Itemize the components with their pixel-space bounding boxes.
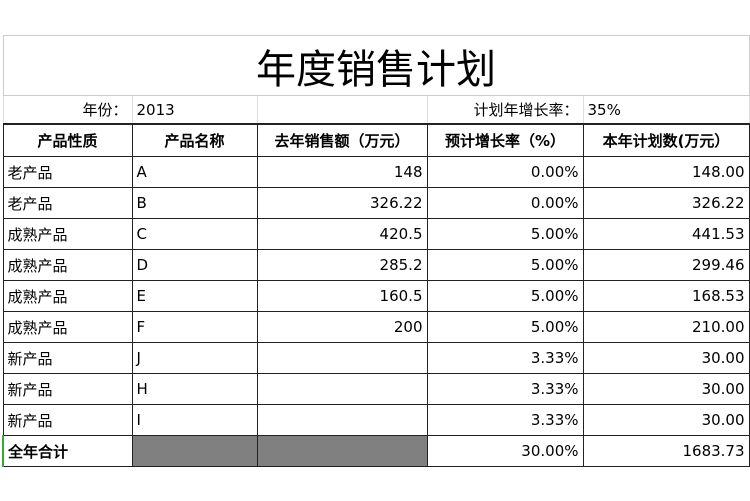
growth-rate-cell[interactable]: 0.00% <box>426 156 584 188</box>
empty-cell[interactable] <box>256 95 428 125</box>
plan-cell[interactable]: 168.53 <box>582 280 750 312</box>
growth-rate-cell[interactable]: 0.00% <box>426 187 584 219</box>
growth-rate-cell[interactable]: 3.33% <box>426 404 584 436</box>
growth-label[interactable]: 计划年增长率： <box>426 95 584 125</box>
header-cell[interactable]: 去年销售额（万元） <box>256 123 428 157</box>
last-year-sales-cell[interactable] <box>256 373 428 405</box>
product-name-cell[interactable]: B <box>131 187 258 219</box>
product-name-cell[interactable]: H <box>131 373 258 405</box>
last-year-sales-cell[interactable]: 148 <box>256 156 428 188</box>
plan-cell[interactable]: 326.22 <box>582 187 750 219</box>
sheet-title[interactable]: 年度销售计划 <box>2 35 750 96</box>
growth-rate-cell[interactable]: 5.00% <box>426 280 584 312</box>
last-year-sales-cell[interactable]: 160.5 <box>256 280 428 312</box>
product-type-cell[interactable]: 老产品 <box>2 156 133 188</box>
header-cell[interactable]: 预计增长率（%） <box>426 123 584 157</box>
last-year-sales-cell[interactable]: 200 <box>256 311 428 343</box>
product-type-cell[interactable]: 新产品 <box>2 342 133 374</box>
product-type-cell[interactable]: 成熟产品 <box>2 218 133 250</box>
product-name-cell[interactable]: J <box>131 342 258 374</box>
product-name-cell[interactable]: D <box>131 249 258 281</box>
growth-rate-cell[interactable]: 5.00% <box>426 249 584 281</box>
table-row: 新产品 I 3.33% 30.00 <box>2 404 750 436</box>
grey-cell[interactable] <box>256 435 428 467</box>
plan-cell[interactable]: 30.00 <box>582 373 750 405</box>
product-name-cell[interactable]: C <box>131 218 258 250</box>
product-type-cell[interactable]: 老产品 <box>2 187 133 219</box>
plan-cell[interactable]: 30.00 <box>582 404 750 436</box>
table-row: 新产品 J 3.33% 30.00 <box>2 342 750 374</box>
year-label[interactable]: 年份： <box>2 95 133 125</box>
total-row: 全年合计 30.00% 1683.73 <box>2 435 750 467</box>
total-label[interactable]: 全年合计 <box>2 435 133 467</box>
year-value[interactable]: 2013 <box>131 95 258 125</box>
table-row: 成熟产品 D 285.2 5.00% 299.46 <box>2 249 750 281</box>
product-type-cell[interactable]: 成熟产品 <box>2 311 133 343</box>
growth-rate-cell[interactable]: 3.33% <box>426 373 584 405</box>
plan-cell[interactable]: 148.00 <box>582 156 750 188</box>
total-plan[interactable]: 1683.73 <box>582 435 750 467</box>
product-name-cell[interactable]: F <box>131 311 258 343</box>
product-type-cell[interactable]: 新产品 <box>2 373 133 405</box>
last-year-sales-cell[interactable] <box>256 404 428 436</box>
table-row: 成熟产品 E 160.5 5.00% 168.53 <box>2 280 750 312</box>
plan-cell[interactable]: 299.46 <box>582 249 750 281</box>
product-type-cell[interactable]: 成熟产品 <box>2 249 133 281</box>
grey-cell[interactable] <box>131 435 258 467</box>
last-year-sales-cell[interactable]: 420.5 <box>256 218 428 250</box>
header-cell[interactable]: 产品性质 <box>2 123 133 157</box>
product-name-cell[interactable]: A <box>131 156 258 188</box>
growth-rate-cell[interactable]: 3.33% <box>426 342 584 374</box>
growth-rate-cell[interactable]: 5.00% <box>426 311 584 343</box>
header-cell[interactable]: 产品名称 <box>131 123 258 157</box>
table-row: 成熟产品 C 420.5 5.00% 441.53 <box>2 218 750 250</box>
header-cell[interactable]: 本年计划数(万元） <box>582 123 750 157</box>
table-row: 新产品 H 3.33% 30.00 <box>2 373 750 405</box>
product-name-cell[interactable]: E <box>131 280 258 312</box>
product-type-cell[interactable]: 成熟产品 <box>2 280 133 312</box>
growth-value[interactable]: 35% <box>582 95 750 125</box>
total-rate[interactable]: 30.00% <box>426 435 584 467</box>
last-year-sales-cell[interactable] <box>256 342 428 374</box>
product-type-cell[interactable]: 新产品 <box>2 404 133 436</box>
sales-plan-sheet: 年度销售计划 年份： 2013 计划年增长率： 35% 产品性质 产品名称 去年… <box>2 35 750 467</box>
growth-rate-cell[interactable]: 5.00% <box>426 218 584 250</box>
last-year-sales-cell[interactable]: 326.22 <box>256 187 428 219</box>
table-row: 老产品 B 326.22 0.00% 326.22 <box>2 187 750 219</box>
table-row: 老产品 A 148 0.00% 148.00 <box>2 156 750 188</box>
plan-cell[interactable]: 30.00 <box>582 342 750 374</box>
last-year-sales-cell[interactable]: 285.2 <box>256 249 428 281</box>
plan-cell[interactable]: 441.53 <box>582 218 750 250</box>
table-row: 成熟产品 F 200 5.00% 210.00 <box>2 311 750 343</box>
product-name-cell[interactable]: I <box>131 404 258 436</box>
plan-cell[interactable]: 210.00 <box>582 311 750 343</box>
header-row: 产品性质 产品名称 去年销售额（万元） 预计增长率（%） 本年计划数(万元） <box>2 123 750 157</box>
